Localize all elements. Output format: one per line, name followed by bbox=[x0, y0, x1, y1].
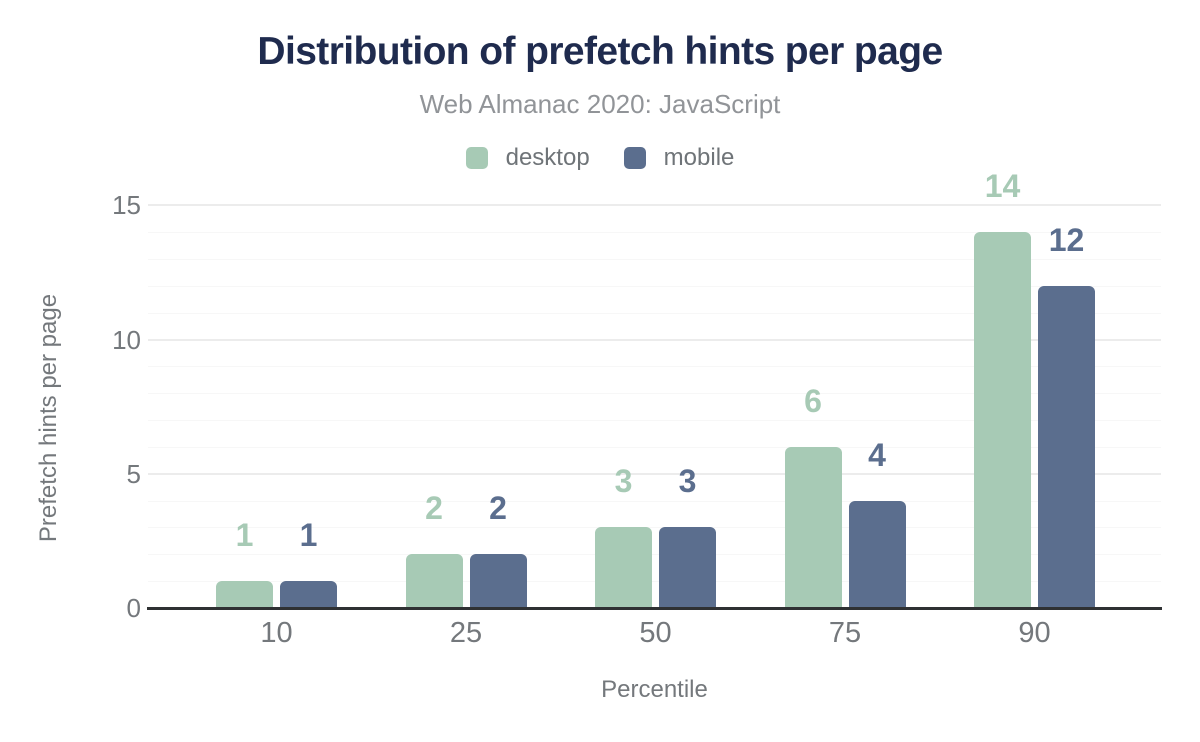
gridline-minor bbox=[148, 312, 1161, 314]
bar-desktop-p75 bbox=[784, 446, 842, 608]
gridline-minor bbox=[148, 258, 1161, 260]
value-label-desktop-p50: 3 bbox=[614, 463, 633, 500]
bar-mobile-p50 bbox=[659, 527, 716, 608]
gridline-major bbox=[148, 338, 1161, 341]
legend-item-desktop: desktop bbox=[465, 144, 590, 172]
gridline-minor bbox=[148, 554, 1161, 556]
y-tick-0: 0 bbox=[126, 593, 141, 623]
bar-mobile-p75 bbox=[848, 500, 906, 608]
desktop-swatch-icon bbox=[465, 147, 488, 169]
value-label-mobile-p10: 1 bbox=[299, 517, 318, 554]
chart-subtitle: Web Almanac 2020: JavaScript bbox=[419, 89, 781, 119]
bar-mobile-p25 bbox=[469, 554, 527, 608]
value-label-desktop-p25: 2 bbox=[425, 490, 443, 527]
legend-label-desktop: desktop bbox=[505, 144, 590, 171]
chart-legend: desktop mobile bbox=[0, 144, 1200, 172]
legend-label-mobile: mobile bbox=[663, 144, 735, 171]
gridline-minor bbox=[148, 500, 1161, 502]
x-axis-title: Percentile bbox=[601, 676, 708, 703]
bar-mobile-p10 bbox=[280, 581, 337, 608]
value-label-desktop-p10: 1 bbox=[235, 517, 254, 554]
legend-item-mobile: mobile bbox=[623, 144, 735, 172]
bar-desktop-p25 bbox=[405, 554, 463, 608]
x-tick-10: 10 bbox=[260, 617, 293, 649]
gridline-major bbox=[148, 472, 1161, 475]
chart-title: Distribution of prefetch hints per page bbox=[257, 30, 943, 73]
bar-desktop-p90 bbox=[974, 232, 1031, 608]
value-label-mobile-p25: 2 bbox=[489, 490, 507, 527]
gridline-minor bbox=[148, 420, 1161, 422]
gridline-minor bbox=[148, 366, 1161, 368]
value-label-desktop-p75: 6 bbox=[804, 382, 822, 419]
gridline-minor bbox=[148, 393, 1161, 395]
gridline-minor bbox=[148, 285, 1161, 287]
x-tick-75: 75 bbox=[828, 617, 862, 649]
gridline-minor bbox=[148, 232, 1161, 234]
y-tick-15: 15 bbox=[112, 190, 141, 221]
x-tick-50: 50 bbox=[639, 617, 672, 649]
value-label-mobile-p90: 12 bbox=[1048, 221, 1085, 258]
x-tick-90: 90 bbox=[1018, 617, 1051, 649]
value-label-desktop-p90: 14 bbox=[984, 168, 1021, 205]
bar-desktop-p50 bbox=[595, 527, 652, 608]
gridline-minor bbox=[148, 527, 1161, 529]
x-axis-line bbox=[147, 607, 1162, 610]
bar-desktop-p10 bbox=[216, 581, 273, 608]
bar-mobile-p90 bbox=[1038, 285, 1095, 608]
value-label-mobile-p75: 4 bbox=[868, 436, 886, 473]
y-tick-5: 5 bbox=[126, 458, 141, 489]
x-tick-25: 25 bbox=[449, 617, 483, 649]
value-label-mobile-p50: 3 bbox=[678, 463, 697, 500]
y-tick-10: 10 bbox=[112, 324, 141, 355]
gridline-major bbox=[148, 204, 1161, 207]
mobile-swatch-icon bbox=[623, 147, 646, 169]
gridline-minor bbox=[148, 446, 1161, 448]
gridline-minor bbox=[148, 581, 1161, 583]
